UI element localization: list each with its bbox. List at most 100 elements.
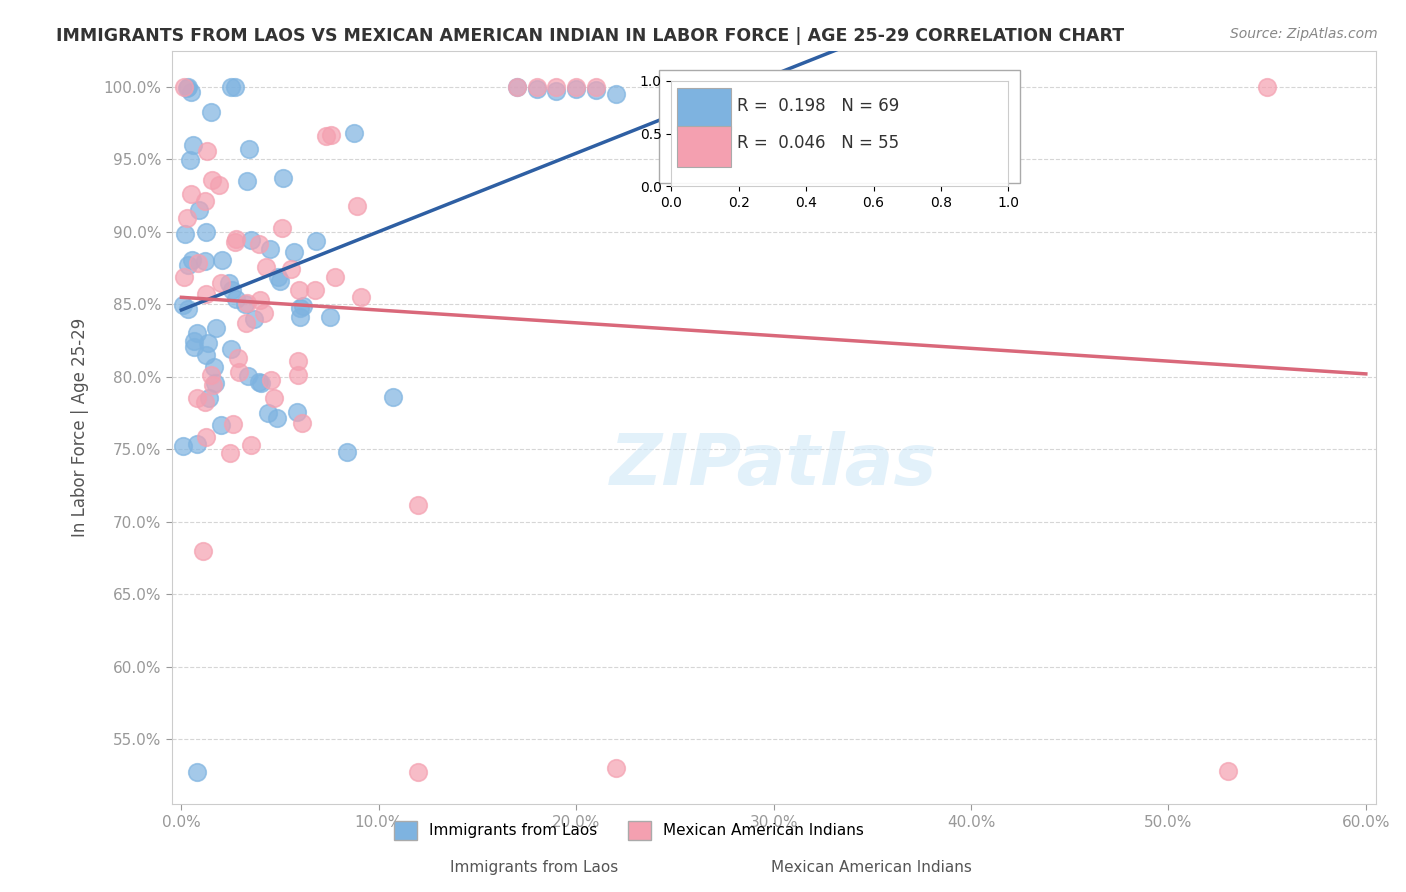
Point: [205, 321, 228, 335]
FancyBboxPatch shape: [678, 88, 731, 130]
Point: [526, 81, 548, 95]
Point: [253, 306, 276, 320]
Point: [382, 390, 405, 404]
Point: [273, 171, 295, 186]
Point: [186, 326, 208, 340]
Point: [200, 368, 222, 382]
Point: [346, 198, 368, 212]
Point: [219, 446, 242, 460]
Point: [228, 365, 250, 379]
Point: [266, 411, 288, 425]
Point: [605, 87, 627, 101]
Point: [180, 187, 202, 202]
Point: [187, 256, 209, 270]
Point: [254, 260, 277, 274]
Point: [194, 286, 217, 301]
Point: [180, 85, 202, 99]
Point: [219, 343, 242, 357]
Point: [194, 395, 217, 409]
Point: [177, 79, 200, 94]
Point: [336, 445, 359, 459]
Point: [288, 310, 311, 325]
Point: [197, 391, 219, 405]
Point: [176, 211, 198, 226]
Point: [292, 299, 315, 313]
Point: [343, 126, 366, 140]
Point: [176, 81, 198, 95]
Legend: Immigrants from Laos, Mexican American Indians: Immigrants from Laos, Mexican American I…: [388, 814, 870, 846]
Point: [287, 368, 309, 382]
Text: ZIPatlas: ZIPatlas: [610, 431, 938, 500]
FancyBboxPatch shape: [659, 70, 1021, 183]
Point: [195, 225, 218, 239]
Point: [173, 227, 195, 242]
Point: [183, 334, 205, 349]
Point: [179, 153, 201, 167]
Point: [236, 369, 259, 384]
Point: [319, 310, 342, 324]
Point: [183, 340, 205, 354]
Point: [841, 87, 863, 101]
Point: [172, 298, 194, 312]
Point: [408, 765, 430, 780]
Point: [219, 79, 242, 94]
Point: [259, 242, 281, 256]
Point: [236, 174, 259, 188]
Text: Immigrants from Laos: Immigrants from Laos: [450, 861, 619, 875]
Point: [188, 202, 211, 217]
Point: [257, 406, 280, 420]
Text: Source: ZipAtlas.com: Source: ZipAtlas.com: [1230, 27, 1378, 41]
Point: [585, 79, 607, 94]
Point: [177, 258, 200, 272]
Point: [172, 439, 194, 453]
Point: [211, 252, 233, 267]
Point: [177, 302, 200, 317]
Point: [269, 274, 291, 288]
Point: [181, 137, 204, 152]
Point: [240, 437, 263, 451]
Point: [260, 373, 283, 387]
Point: [325, 269, 347, 284]
Point: [224, 235, 246, 249]
Point: [406, 499, 429, 513]
Point: [222, 417, 245, 431]
FancyBboxPatch shape: [678, 126, 731, 168]
Point: [204, 376, 226, 391]
Point: [565, 81, 588, 95]
Point: [186, 391, 208, 405]
Point: [762, 84, 785, 98]
Point: [201, 378, 224, 392]
Point: [195, 145, 218, 159]
Point: [235, 296, 257, 310]
Point: [283, 245, 305, 260]
Point: [290, 301, 312, 315]
Point: [218, 276, 240, 290]
Text: Mexican American Indians: Mexican American Indians: [772, 861, 972, 875]
Point: [304, 283, 326, 297]
Point: [226, 351, 249, 366]
Point: [1216, 764, 1239, 778]
Point: [321, 128, 343, 143]
Point: [194, 194, 217, 208]
Point: [243, 312, 266, 326]
Point: [200, 104, 222, 119]
Point: [209, 418, 232, 433]
Point: [506, 80, 529, 95]
Text: IMMIGRANTS FROM LAOS VS MEXICAN AMERICAN INDIAN IN LABOR FORCE | AGE 25-29 CORRE: IMMIGRANTS FROM LAOS VS MEXICAN AMERICAN…: [56, 27, 1125, 45]
Point: [546, 84, 568, 98]
Point: [605, 761, 627, 775]
Point: [526, 79, 548, 94]
Point: [233, 297, 256, 311]
Point: [238, 142, 260, 156]
Point: [315, 129, 337, 144]
Point: [197, 335, 219, 350]
Point: [202, 359, 225, 374]
Point: [186, 437, 208, 451]
Point: [221, 283, 243, 297]
Point: [201, 173, 224, 187]
Point: [194, 348, 217, 362]
Text: R =  0.046   N = 55: R = 0.046 N = 55: [738, 135, 900, 153]
Point: [506, 79, 529, 94]
Point: [287, 353, 309, 368]
Point: [173, 79, 195, 94]
